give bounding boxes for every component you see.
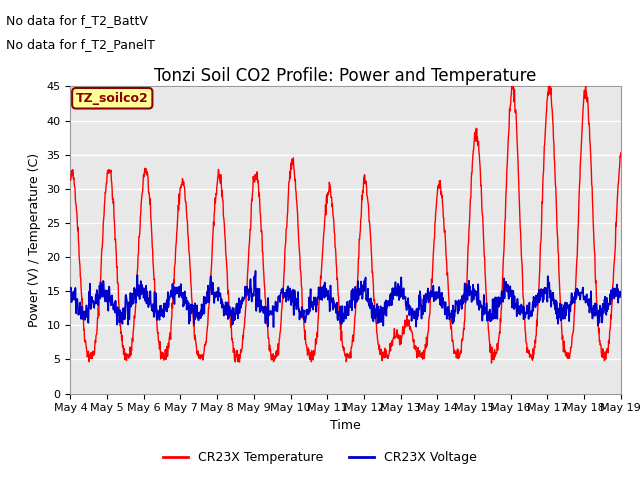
Y-axis label: Power (V) / Temperature (C): Power (V) / Temperature (C) [28,153,41,327]
Text: No data for f_T2_PanelT: No data for f_T2_PanelT [6,38,156,51]
Text: TZ_soilco2: TZ_soilco2 [76,92,148,105]
X-axis label: Time: Time [330,419,361,432]
Title: Tonzi Soil CO2 Profile: Power and Temperature: Tonzi Soil CO2 Profile: Power and Temper… [154,67,537,85]
Legend: CR23X Temperature, CR23X Voltage: CR23X Temperature, CR23X Voltage [159,446,481,469]
Text: No data for f_T2_BattV: No data for f_T2_BattV [6,14,148,27]
